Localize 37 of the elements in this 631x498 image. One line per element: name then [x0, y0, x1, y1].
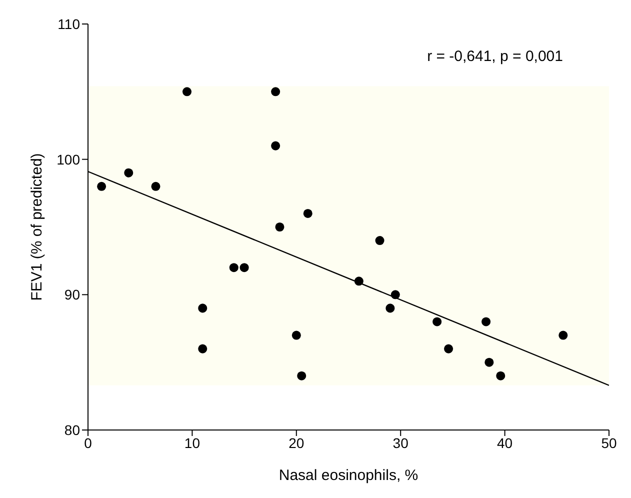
y-tick-label: 110	[58, 16, 80, 32]
point	[271, 87, 280, 96]
point	[271, 141, 280, 150]
point	[198, 344, 208, 354]
point	[292, 330, 301, 340]
point	[354, 276, 364, 286]
point	[275, 222, 284, 232]
x-tick-label: 30	[392, 434, 409, 451]
point	[432, 317, 442, 326]
y-tick-label: 100	[56, 151, 80, 168]
x-tick-label: 50	[601, 434, 617, 451]
point	[496, 371, 506, 380]
point	[444, 344, 454, 354]
x-tick-label: 20	[288, 434, 304, 451]
point	[375, 236, 384, 246]
point	[97, 182, 106, 191]
y-axis-title: FEV1 (% of predicted)	[28, 153, 46, 301]
x-tick-label: 0	[84, 434, 92, 451]
y-tick-label: 90	[64, 286, 80, 303]
x-tick-label: 10	[184, 434, 200, 451]
annotation: r = -0,641, p = 0,001	[427, 48, 563, 65]
point	[124, 168, 134, 178]
point	[390, 290, 400, 300]
x-tick-label: 40	[497, 434, 513, 451]
x-axis-title: Nasal eosinophils, %	[278, 467, 418, 484]
point	[484, 358, 494, 367]
point	[558, 330, 568, 340]
point	[303, 208, 312, 218]
point	[229, 263, 238, 272]
point	[297, 371, 306, 380]
point	[151, 182, 160, 191]
y-tick-label: 80	[64, 422, 80, 438]
point	[386, 304, 395, 313]
point	[482, 317, 491, 326]
point	[182, 87, 192, 96]
point	[198, 304, 208, 313]
point	[240, 263, 249, 272]
